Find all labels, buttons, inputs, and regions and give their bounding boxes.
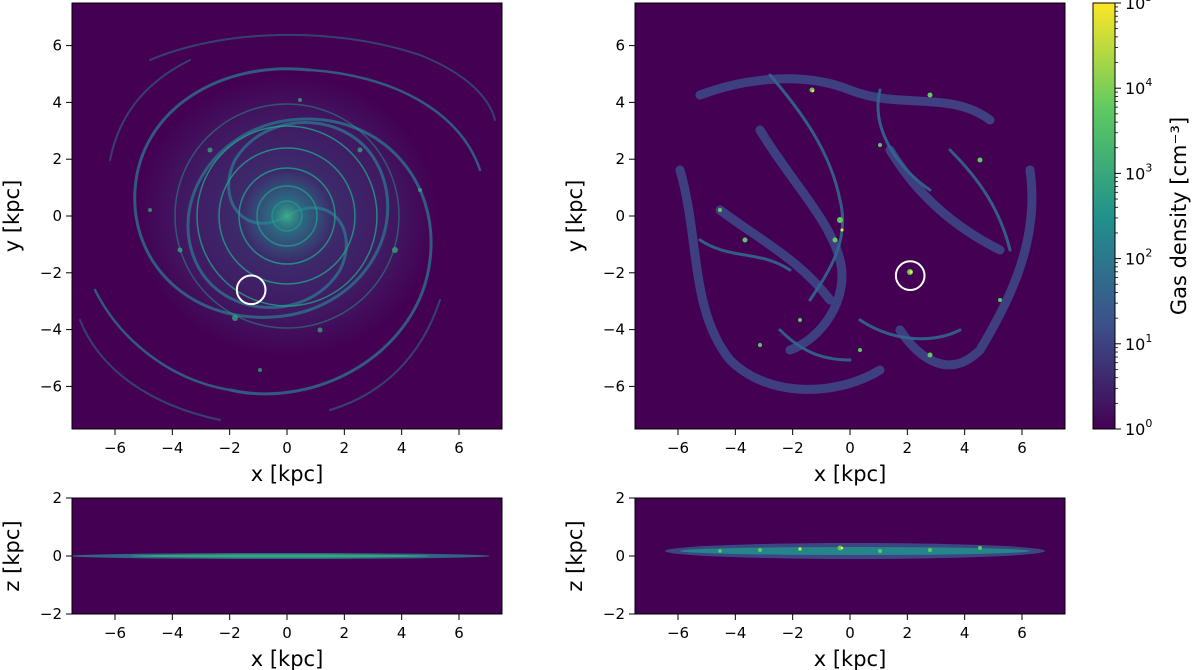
colorbar-tick-label: 101	[1125, 332, 1152, 354]
x-tick-label: 0	[845, 624, 855, 642]
x-tick-label: 2	[903, 439, 913, 457]
y-tick-label: −4	[603, 321, 625, 339]
axes-face-on-left: −6 −4 −2 0 2 4 6 −6 −4 −2 0 2 4 6 x [kpc] y [kpc]	[0, 37, 464, 486]
x-tick-label: −2	[782, 624, 804, 642]
y-axis-label: y [kpc]	[563, 180, 587, 253]
panel-edge-on-left	[71, 497, 503, 615]
y-tick-label: 4	[52, 93, 62, 111]
y-axis-label: z [kpc]	[0, 520, 24, 591]
gas-structure-b	[675, 73, 1037, 394]
x-tick-label: 0	[282, 439, 292, 457]
x-axis-label: x [kpc]	[814, 647, 887, 670]
y-tick-label: 2	[52, 489, 62, 507]
x-tick-label: −4	[724, 624, 746, 642]
x-tick-label: 0	[282, 624, 292, 642]
y-tick-label: 0	[52, 547, 62, 565]
x-tick-label: −4	[161, 439, 183, 457]
x-tick-label: 4	[397, 439, 407, 457]
colorbar-tick-label: 105	[1125, 0, 1152, 13]
y-tick-label: 4	[615, 93, 625, 111]
colorbar-tick-label: 104	[1125, 76, 1152, 98]
panel-face-on-right	[634, 2, 1066, 430]
axes: −6 −4 −2 0 2 4 6 −6 −4 −2 0 2 4 6 x [kpc] y [kpc] −6 −4 −2…	[0, 37, 1027, 670]
colorbar: 100 101 102 103 104 105 Gas density [cm⁻³]	[1092, 0, 1191, 439]
x-tick-label: 2	[340, 624, 350, 642]
y-tick-label: −2	[603, 264, 625, 282]
x-tick-label: 4	[397, 624, 407, 642]
x-tick-label: 6	[454, 624, 464, 642]
axes-face-on-right: −6 −4 −2 0 2 4 6 −6 −4 −2 0 2 4 6 x [kpc] y [kpc]	[563, 37, 1027, 486]
y-tick-label: 0	[615, 207, 625, 225]
colorbar-tick-label: 102	[1125, 247, 1152, 269]
x-tick-label: 0	[845, 439, 855, 457]
y-tick-label: −2	[40, 264, 62, 282]
x-axis-label: x [kpc]	[251, 462, 324, 486]
y-tick-label: 6	[615, 37, 625, 55]
gas-structure-c	[72, 553, 490, 559]
x-tick-label: −2	[219, 624, 241, 642]
y-tick-label: 0	[52, 207, 62, 225]
x-tick-label: −4	[161, 624, 183, 642]
x-axis-label: x [kpc]	[814, 462, 887, 486]
colorbar-tick-label: 103	[1125, 161, 1152, 183]
x-tick-label: 4	[960, 624, 970, 642]
y-tick-label: −2	[603, 605, 625, 623]
highlight-circle-b	[894, 260, 926, 291]
x-tick-label: 6	[454, 439, 464, 457]
x-tick-label: −2	[219, 439, 241, 457]
y-tick-label: 6	[52, 37, 62, 55]
axes-edge-on-left: −6 −4 −2 0 2 4 6 −2 0 2 x [kpc] z [kpc]	[0, 489, 464, 670]
y-tick-label: −6	[603, 377, 625, 395]
x-tick-label: 6	[1017, 439, 1027, 457]
gas-structure-a	[79, 33, 496, 421]
colorbar-ticks: 100 101 102 103 104 105	[1115, 0, 1152, 439]
colorbar-tick-label: 100	[1125, 417, 1152, 439]
plot-area-b	[635, 3, 1065, 429]
y-tick-label: −2	[40, 605, 62, 623]
highlight-circle-a	[235, 274, 267, 306]
x-tick-label: 6	[1017, 624, 1027, 642]
colorbar-gradient	[1092, 2, 1116, 430]
x-tick-label: −6	[104, 624, 126, 642]
x-tick-label: 2	[903, 624, 913, 642]
x-tick-label: −2	[782, 439, 804, 457]
x-axis-label: x [kpc]	[251, 647, 324, 670]
y-tick-label: 2	[615, 489, 625, 507]
y-axis-label: z [kpc]	[563, 520, 587, 591]
clumps-b	[718, 87, 1002, 358]
axes-edge-on-right: −6 −4 −2 0 2 4 6 −2 0 2 x [kpc] z [kpc]	[563, 489, 1027, 670]
x-tick-label: 4	[960, 439, 970, 457]
x-tick-label: −4	[724, 439, 746, 457]
y-tick-label: 0	[615, 547, 625, 565]
y-tick-label: −6	[40, 377, 62, 395]
x-tick-label: −6	[104, 439, 126, 457]
y-tick-label: 2	[52, 150, 62, 168]
colorbar-label: Gas density [cm⁻³]	[1167, 117, 1191, 315]
x-tick-label: 2	[340, 439, 350, 457]
y-tick-label: 2	[615, 150, 625, 168]
y-axis-label: y [kpc]	[0, 180, 24, 253]
y-tick-label: −4	[40, 321, 62, 339]
x-tick-label: −6	[667, 624, 689, 642]
panel-face-on-left	[71, 2, 503, 430]
panel-edge-on-right	[634, 497, 1066, 615]
gas-structure-d	[665, 543, 1045, 559]
x-tick-label: −6	[667, 439, 689, 457]
